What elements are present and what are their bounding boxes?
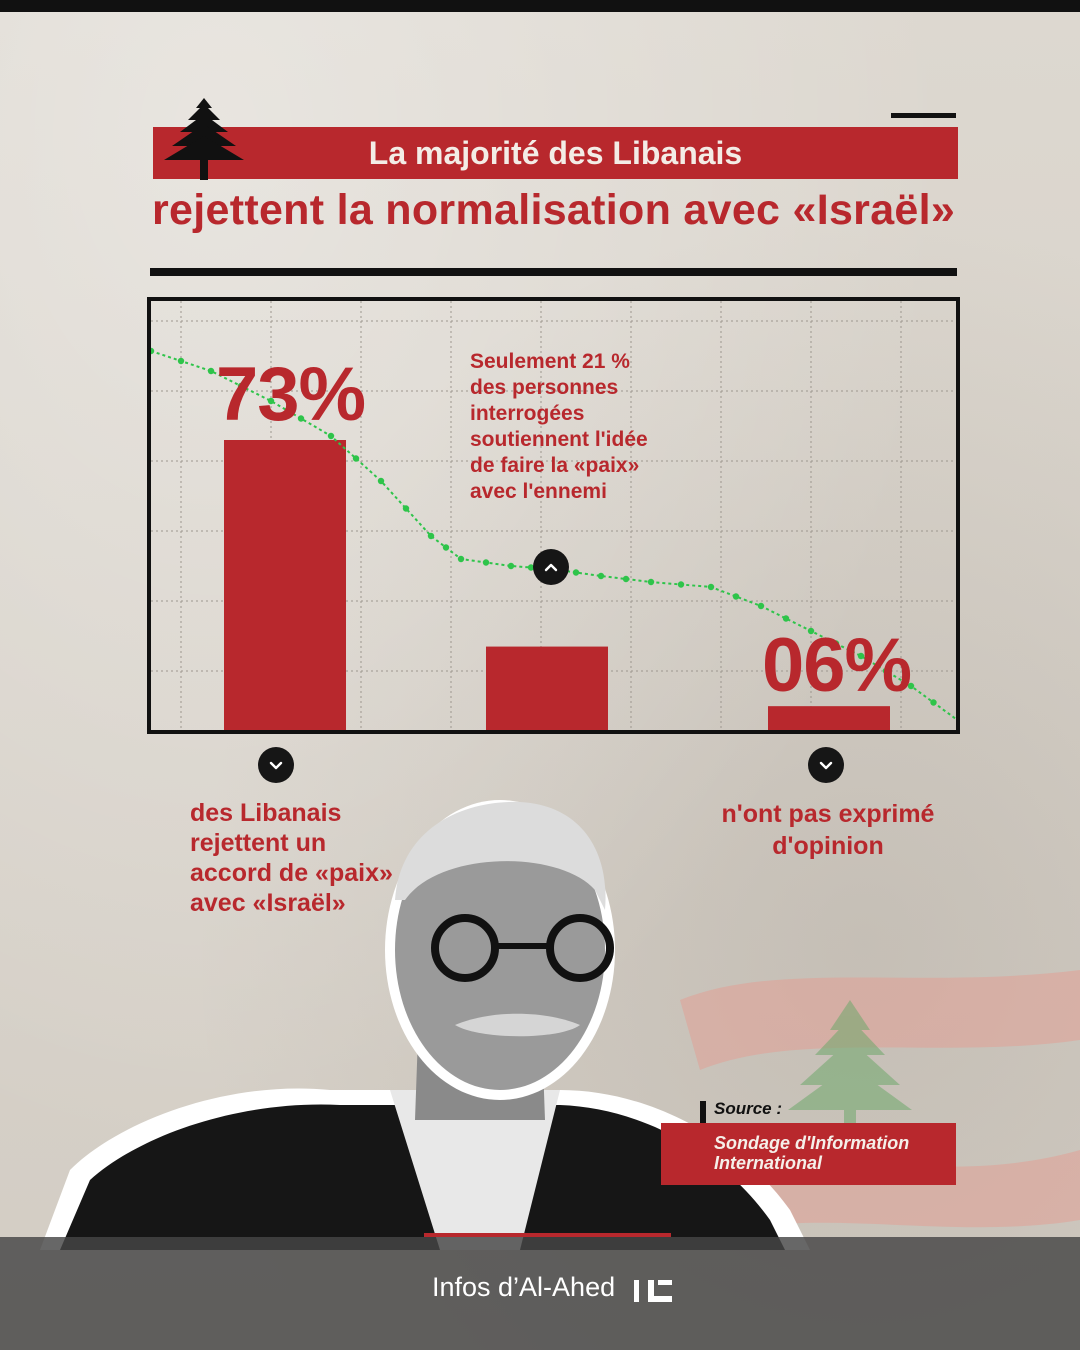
- left-caption: des Libanais rejettent un accord de «pai…: [190, 799, 393, 917]
- chevron-down-button-right: [808, 747, 844, 783]
- trend-dot: [207, 367, 215, 375]
- trend-dot: [151, 347, 155, 355]
- trend-dot: [647, 578, 655, 586]
- trend-dot: [707, 583, 715, 591]
- title-band: La majorité des Libanais: [153, 127, 958, 179]
- chart-frame: [147, 297, 960, 734]
- title-dash: [891, 113, 956, 118]
- value-label-73: 73%: [216, 352, 366, 437]
- source-box: [661, 1123, 956, 1185]
- trend-dot: [177, 357, 185, 365]
- trend-dot: [507, 562, 515, 570]
- trend-dot: [832, 640, 840, 647]
- footer-bar: [0, 1237, 1080, 1350]
- portrait-photo: [40, 800, 810, 1250]
- trend-dot: [572, 569, 580, 576]
- trend-dot: [882, 667, 890, 675]
- chevron-down-icon: [819, 761, 833, 770]
- trend-dot: [457, 555, 465, 563]
- trend-dot: [732, 593, 740, 600]
- bar-1: [486, 646, 608, 730]
- chevron-up-icon: [544, 563, 558, 572]
- title-line-1: La majorité des Libanais: [368, 134, 743, 171]
- value-label-06: 06%: [762, 623, 912, 708]
- trend-dot: [377, 477, 385, 485]
- source-text: Sondage d'Information International: [714, 1133, 910, 1173]
- trend-dot: [527, 564, 535, 571]
- trend-dot: [442, 544, 450, 551]
- footer-brand: Infos d’Al-Ahed: [432, 1272, 616, 1302]
- chevron-up-button: [533, 549, 569, 585]
- trend-dot: [807, 627, 815, 635]
- bar-chart: [151, 301, 956, 730]
- trend-dot: [297, 415, 305, 422]
- source-marker: [700, 1101, 706, 1135]
- bar-2: [768, 706, 890, 730]
- trend-dot: [782, 615, 790, 622]
- trend-dot: [352, 455, 360, 462]
- title-rule: [150, 268, 957, 276]
- bar-0: [224, 440, 346, 730]
- trend-dot: [482, 559, 490, 566]
- trend-dot: [930, 699, 937, 706]
- trend-dot: [907, 682, 915, 690]
- trend-dot: [427, 532, 435, 540]
- cedar-icon: [164, 98, 244, 180]
- al-ahed-logo-icon: [634, 1280, 672, 1302]
- trend-dot: [857, 652, 865, 660]
- trend-dot: [267, 397, 275, 405]
- title-line-2: rejettent la normalisation avec «Israël»: [152, 186, 956, 234]
- chevron-down-button-left: [258, 747, 294, 783]
- right-caption: n'ont pas exprimé d'opinion: [721, 800, 935, 860]
- source-label: Source :: [714, 1099, 783, 1118]
- trend-dot: [402, 505, 410, 512]
- chevron-down-icon: [269, 761, 283, 770]
- top-bar: [0, 0, 1080, 12]
- trend-dot: [622, 575, 630, 583]
- mid-note: Seulement 21 % des personnes interrogées…: [470, 350, 648, 503]
- trend-dot: [327, 432, 335, 440]
- trend-dot: [597, 572, 605, 580]
- footer-accent-line: [424, 1233, 671, 1237]
- trend-dot: [757, 602, 765, 610]
- trend-dot: [677, 581, 685, 588]
- trend-dot: [237, 382, 245, 390]
